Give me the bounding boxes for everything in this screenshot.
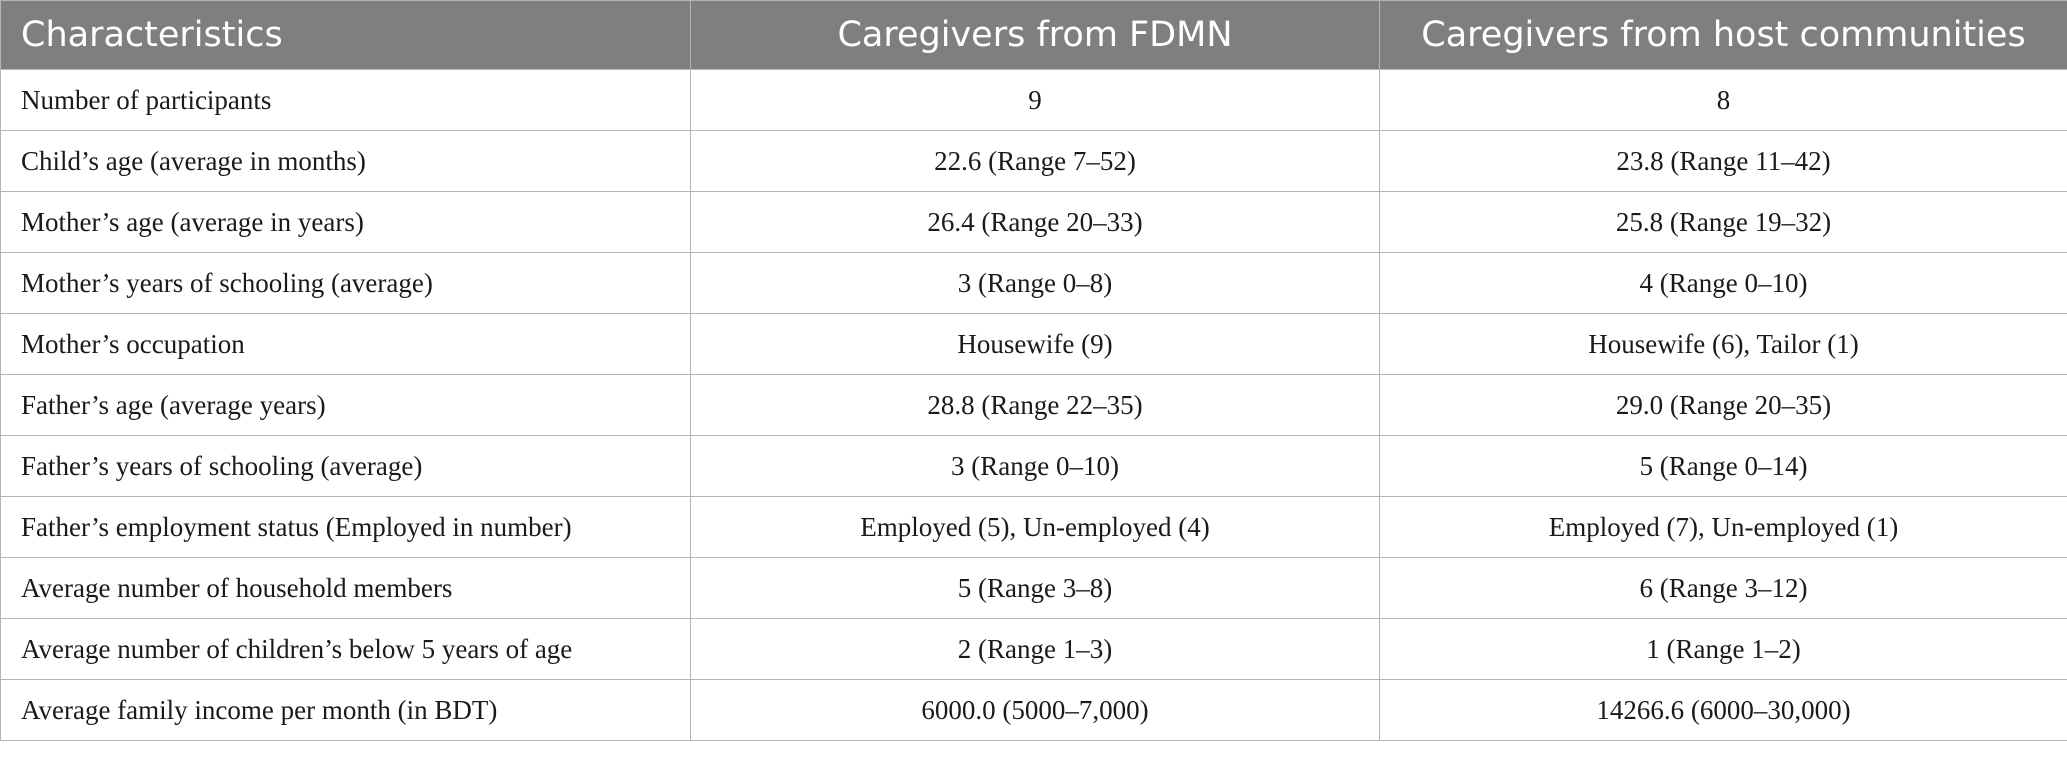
- row-label: Average family income per month (in BDT): [0, 679, 691, 741]
- characteristics-table: Characteristics Caregivers from FDMN Car…: [0, 0, 2067, 741]
- table-row: Father’s age (average years) 28.8 (Range…: [0, 374, 2067, 436]
- host-value: 29.0 (Range 20–35): [1379, 374, 2067, 436]
- table-row: Average family income per month (in BDT)…: [0, 679, 2067, 741]
- fdmn-value: 6000.0 (5000–7,000): [690, 679, 1380, 741]
- table-body: Number of participants 9 8 Child’s age (…: [0, 69, 2067, 741]
- table-header: Characteristics Caregivers from FDMN Car…: [0, 0, 2067, 70]
- fdmn-value: 3 (Range 0–8): [690, 252, 1380, 314]
- host-value: 4 (Range 0–10): [1379, 252, 2067, 314]
- header-fdmn: Caregivers from FDMN: [690, 0, 1380, 70]
- row-label: Father’s years of schooling (average): [0, 435, 691, 497]
- row-label: Number of participants: [0, 69, 691, 131]
- header-host-communities: Caregivers from host communities: [1379, 0, 2067, 70]
- fdmn-value: Housewife (9): [690, 313, 1380, 375]
- row-label: Mother’s age (average in years): [0, 191, 691, 253]
- row-label: Average number of children’s below 5 yea…: [0, 618, 691, 680]
- row-label: Father’s age (average years): [0, 374, 691, 436]
- row-label: Father’s employment status (Employed in …: [0, 496, 691, 558]
- row-label: Mother’s occupation: [0, 313, 691, 375]
- table-row: Child’s age (average in months) 22.6 (Ra…: [0, 130, 2067, 192]
- row-label: Average number of household members: [0, 557, 691, 619]
- host-value: 14266.6 (6000–30,000): [1379, 679, 2067, 741]
- host-value: 5 (Range 0–14): [1379, 435, 2067, 497]
- host-value: 23.8 (Range 11–42): [1379, 130, 2067, 192]
- host-value: 1 (Range 1–2): [1379, 618, 2067, 680]
- table-row: Average number of household members 5 (R…: [0, 557, 2067, 619]
- host-value: Employed (7), Un-employed (1): [1379, 496, 2067, 558]
- header-characteristics: Characteristics: [0, 0, 691, 70]
- table-row: Average number of children’s below 5 yea…: [0, 618, 2067, 680]
- fdmn-value: 5 (Range 3–8): [690, 557, 1380, 619]
- table-row: Father’s employment status (Employed in …: [0, 496, 2067, 558]
- table-row: Number of participants 9 8: [0, 69, 2067, 131]
- row-label: Mother’s years of schooling (average): [0, 252, 691, 314]
- fdmn-value: 9: [690, 69, 1380, 131]
- host-value: 25.8 (Range 19–32): [1379, 191, 2067, 253]
- row-label: Child’s age (average in months): [0, 130, 691, 192]
- host-value: Housewife (6), Tailor (1): [1379, 313, 2067, 375]
- table-row: Mother’s age (average in years) 26.4 (Ra…: [0, 191, 2067, 253]
- table-row: Mother’s years of schooling (average) 3 …: [0, 252, 2067, 314]
- fdmn-value: 26.4 (Range 20–33): [690, 191, 1380, 253]
- table-row: Mother’s occupation Housewife (9) Housew…: [0, 313, 2067, 375]
- fdmn-value: 3 (Range 0–10): [690, 435, 1380, 497]
- host-value: 8: [1379, 69, 2067, 131]
- fdmn-value: Employed (5), Un-employed (4): [690, 496, 1380, 558]
- fdmn-value: 2 (Range 1–3): [690, 618, 1380, 680]
- table-row: Father’s years of schooling (average) 3 …: [0, 435, 2067, 497]
- fdmn-value: 28.8 (Range 22–35): [690, 374, 1380, 436]
- fdmn-value: 22.6 (Range 7–52): [690, 130, 1380, 192]
- header-row: Characteristics Caregivers from FDMN Car…: [0, 0, 2067, 70]
- host-value: 6 (Range 3–12): [1379, 557, 2067, 619]
